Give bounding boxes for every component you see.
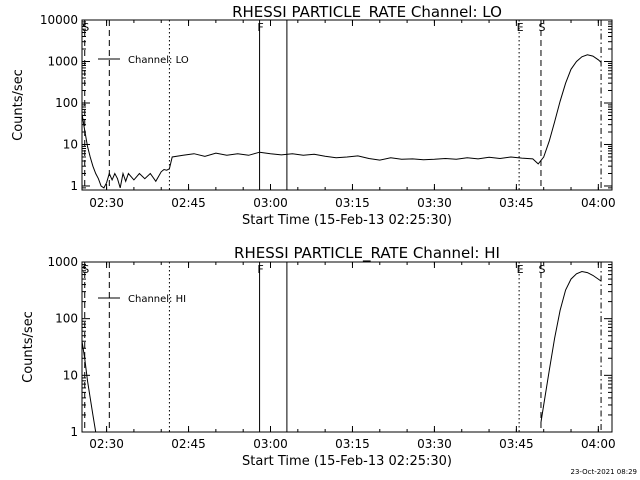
x-tick-label: 03:45	[499, 196, 534, 210]
event-marker-label: F	[257, 21, 263, 34]
x-tick-label: 02:30	[89, 196, 124, 210]
x-tick-label: 03:30	[417, 437, 452, 451]
lo-channel-plot: RHESSI PARTICLE_RATE Channel: LO 02:30 02:…	[11, 3, 616, 228]
y-tick-label: 10000	[40, 13, 78, 27]
event-marker-label: S	[82, 263, 89, 276]
plot-frame	[81, 261, 613, 433]
x-tick-label: 03:15	[335, 437, 370, 451]
x-tick-label: 02:45	[171, 196, 206, 210]
chart-title: RHESSI PARTICLE_RATE Channel: LO	[232, 3, 502, 22]
y-tick-label: 1000	[47, 54, 78, 68]
legend-label: Channel: HI	[128, 294, 186, 305]
y-tick-label: 1000	[47, 255, 78, 269]
x-tick-label: 02:45	[171, 437, 206, 451]
y-tick-label: 10	[63, 137, 78, 151]
event-marker-label: S	[538, 263, 545, 276]
series-line	[540, 270, 602, 423]
x-tick-label: 03:15	[335, 196, 370, 210]
x-axis-label: Start Time (15-Feb-13 02:25:30)	[242, 454, 452, 469]
event-marker-label: E	[517, 21, 524, 34]
event-marker-label: S	[82, 21, 89, 34]
y-tick-label: 100	[55, 312, 78, 326]
event-marker-label: S	[538, 21, 545, 34]
x-tick-label: 03:00	[253, 437, 288, 451]
y-tick-label: 1	[70, 179, 78, 193]
y-axis-label: Counts/sec	[11, 69, 26, 141]
y-axis-label: Counts/sec	[21, 311, 36, 383]
event-marker-label: E	[517, 263, 524, 276]
x-tick-label: 02:30	[89, 437, 124, 451]
generation-timestamp: 23-Oct-2021 08:29	[571, 468, 637, 476]
event-marker-label: F	[257, 263, 263, 276]
y-tick-label: 1	[70, 425, 78, 439]
hi-channel-plot: RHESSI PARTICLE_RATE Channel: HI 02:30 02:…	[21, 244, 616, 469]
x-axis-label: Start Time (15-Feb-13 02:25:30)	[242, 213, 452, 228]
x-tick-label: 03:45	[499, 437, 534, 451]
x-tick-label: 03:00	[253, 196, 288, 210]
series-line	[81, 341, 97, 433]
x-tick-label: 04:00	[581, 196, 616, 210]
series-line	[81, 54, 602, 189]
chart-title: RHESSI PARTICLE_RATE Channel: HI	[234, 244, 500, 263]
legend-label: Channel: LO	[128, 55, 189, 66]
x-tick-label: 04:00	[581, 437, 616, 451]
x-tick-label: 03:30	[417, 196, 452, 210]
y-tick-label: 100	[55, 96, 78, 110]
y-tick-label: 10	[63, 368, 78, 382]
plot-frame	[81, 19, 613, 191]
